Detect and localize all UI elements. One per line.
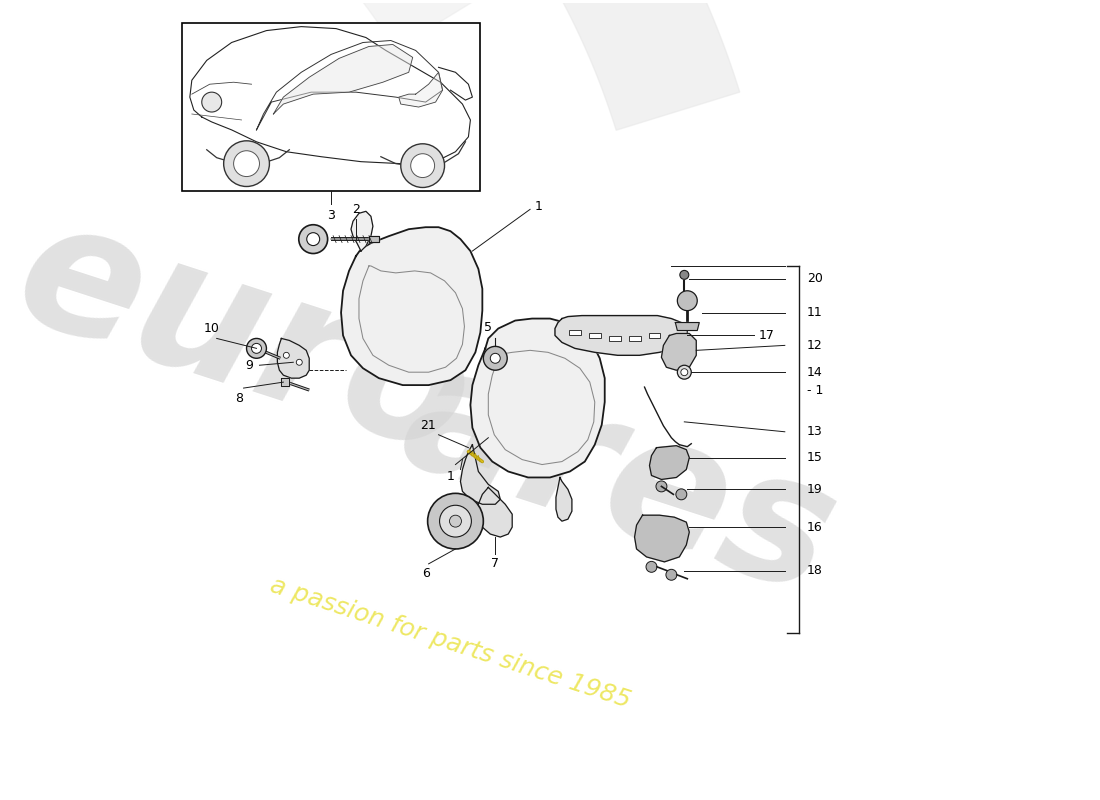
Text: ares: ares [383,328,856,631]
Text: 14: 14 [806,366,823,378]
Text: eurof: eurof [0,183,566,518]
Polygon shape [341,227,482,385]
Bar [588,333,601,338]
Text: 1: 1 [535,200,543,213]
Bar [628,336,640,341]
Circle shape [483,346,507,370]
Polygon shape [174,0,739,130]
Text: 16: 16 [806,521,823,534]
Text: 11: 11 [806,306,823,319]
Circle shape [400,144,444,187]
Circle shape [681,369,688,376]
Text: 15: 15 [806,451,823,464]
Circle shape [440,506,472,537]
Circle shape [666,570,676,580]
Text: 2: 2 [352,203,360,216]
Text: 19: 19 [806,483,823,496]
Polygon shape [471,318,605,478]
Circle shape [646,562,657,572]
Circle shape [223,141,270,186]
Polygon shape [635,515,690,562]
Circle shape [678,290,697,310]
Polygon shape [274,45,412,114]
Circle shape [678,366,691,379]
Text: 9: 9 [245,358,253,372]
Text: 1: 1 [447,470,454,482]
Text: 10: 10 [204,322,220,335]
Text: 6: 6 [421,567,430,580]
Text: 3: 3 [327,210,336,222]
Text: 18: 18 [806,564,823,578]
Circle shape [246,338,266,358]
Text: 8: 8 [235,392,243,405]
Circle shape [675,489,686,500]
Text: 7: 7 [492,557,499,570]
Text: 20: 20 [806,272,823,286]
Polygon shape [399,72,442,107]
Polygon shape [368,236,378,242]
Circle shape [296,359,303,366]
Circle shape [233,150,260,177]
Circle shape [201,92,222,112]
Polygon shape [675,322,700,330]
Circle shape [680,270,689,279]
Polygon shape [478,487,513,537]
Text: - 1: - 1 [806,383,823,397]
Circle shape [410,154,435,178]
Polygon shape [190,26,471,164]
Polygon shape [282,378,289,386]
Circle shape [307,233,320,246]
Polygon shape [0,0,497,50]
Text: 17: 17 [759,329,774,342]
Polygon shape [649,446,690,479]
Circle shape [252,343,262,354]
Circle shape [299,225,328,254]
Text: 5: 5 [484,322,493,334]
Bar [182,22,481,191]
Circle shape [491,354,501,363]
Bar [649,333,660,338]
Circle shape [450,515,461,527]
Bar [569,330,581,335]
Polygon shape [351,211,373,251]
Text: a passion for parts since 1985: a passion for parts since 1985 [267,574,634,713]
Polygon shape [461,445,500,504]
Circle shape [656,481,667,492]
Circle shape [284,352,289,358]
Text: 21: 21 [420,418,436,432]
Text: 12: 12 [806,339,823,352]
Circle shape [428,494,483,549]
Bar [608,336,620,341]
Polygon shape [556,478,572,521]
Text: 13: 13 [806,426,823,438]
Polygon shape [661,334,696,370]
Polygon shape [556,315,688,355]
Polygon shape [277,338,309,378]
